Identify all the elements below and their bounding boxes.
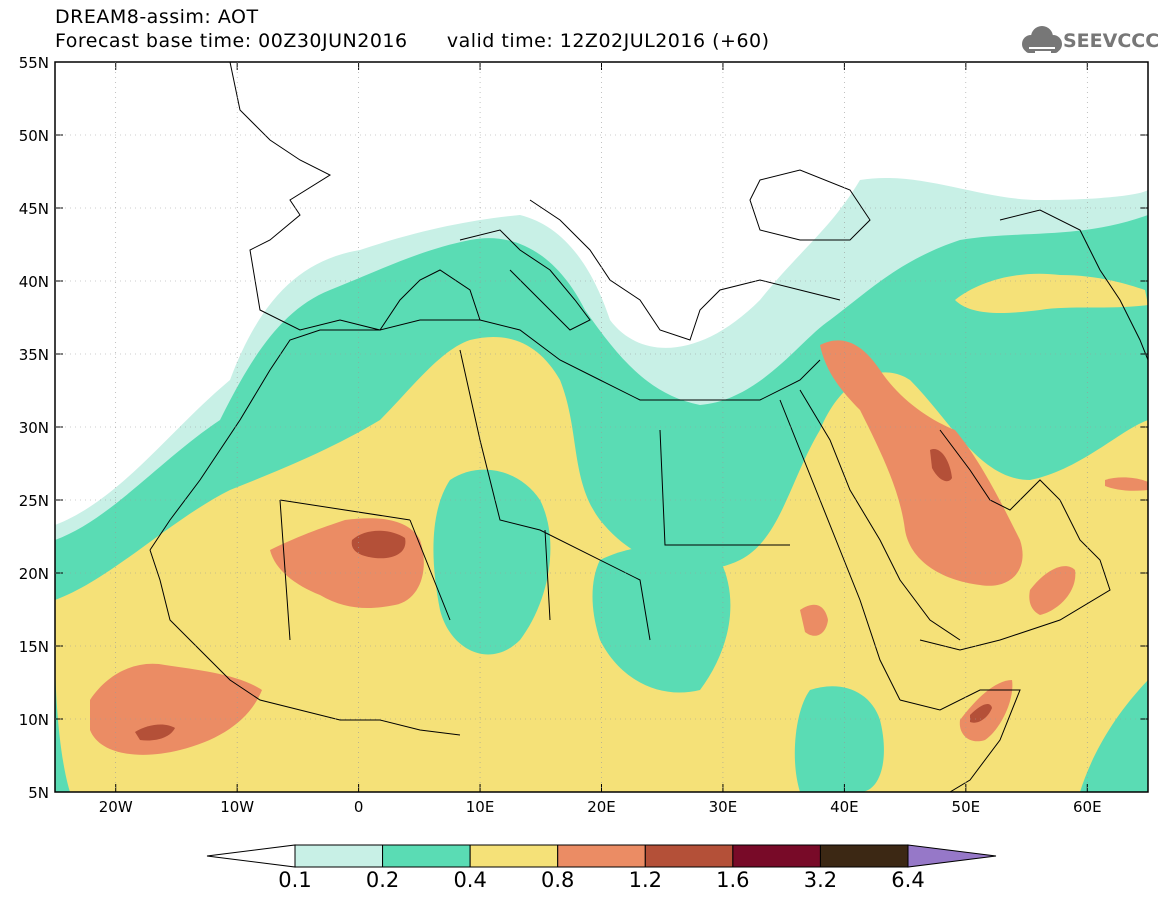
colorbar-level-label: 0.4	[453, 868, 487, 892]
lon-tick-label: 60E	[1073, 798, 1102, 816]
coast-caspian	[999, 209, 1148, 361]
aot-band-0.4-caspian	[955, 273, 1148, 313]
colorbar-swatch	[644, 844, 734, 868]
aot-band-1.2-guinea	[135, 724, 175, 741]
lat-tick-label: 55N	[19, 54, 49, 72]
longitude-axis: 20W 10W 0 10E 20E 30E 40E 50E 60E	[99, 62, 1102, 816]
lon-tick-label: 50E	[952, 798, 981, 816]
aot-band-0.2-sahara	[433, 469, 551, 655]
lat-tick-label: 25N	[19, 492, 49, 510]
colorbar-level-label: 3.2	[803, 868, 838, 892]
map-gridlines	[55, 62, 1148, 792]
lat-tick-label: 15N	[19, 638, 49, 656]
colorbar-low-arrow	[206, 844, 296, 868]
colorbar-swatch	[732, 844, 821, 868]
lat-tick-label: 40N	[19, 273, 49, 291]
colorbar-swatch	[557, 844, 646, 868]
forecast-base-time: Forecast base time: 00Z30JUN2016	[55, 30, 408, 52]
aot-band-1.2-mali	[351, 530, 406, 559]
lon-tick-label: 30E	[709, 798, 738, 816]
coast-balkans-greece	[529, 199, 841, 341]
colorbar-level-label: 1.6	[716, 868, 750, 892]
coastlines	[149, 62, 1148, 792]
lon-tick-label: 10E	[466, 798, 495, 816]
lat-tick-label: 10N	[19, 711, 49, 729]
colorbar-level-label: 0.2	[365, 868, 400, 892]
colorbar-swatch	[469, 844, 559, 868]
colorbar-high-arrow	[907, 844, 997, 868]
aot-band-0.8-spain	[1105, 477, 1148, 491]
aot-band-1.2-iraq	[930, 449, 952, 482]
colorbar-level-label: 0.1	[278, 868, 312, 892]
map-subtitle: Forecast base time: 00Z30JUN2016 valid t…	[55, 30, 770, 52]
colorbar-level-label: 1.2	[628, 868, 662, 892]
aot-band-1.2-somalia	[970, 704, 992, 723]
coast-red-sea	[779, 389, 961, 701]
lat-tick-label: 20N	[19, 565, 49, 583]
valid-time: valid time: 12Z02JUL2016 (+60)	[446, 30, 770, 52]
aot-band-0.2-sudan	[592, 546, 731, 693]
colorbar-swatch	[382, 844, 471, 868]
lon-tick-label: 20E	[587, 798, 616, 816]
coast-black-sea	[749, 169, 871, 241]
logo-text: SEEVCCC	[1063, 30, 1160, 52]
aot-contours	[55, 177, 1148, 792]
colorbar	[206, 844, 997, 868]
coast-italy	[459, 229, 591, 331]
map-title: DREAM8-assim: AOT	[55, 6, 259, 28]
lat-tick-label: 50N	[19, 127, 49, 145]
colorbar-level-label: 6.4	[891, 868, 925, 892]
aot-band-0.2-ethiopia	[794, 686, 884, 792]
colorbar-swatch	[294, 844, 384, 868]
aot-band-0.8-oman	[1029, 566, 1076, 615]
lon-tick-label: 40E	[830, 798, 859, 816]
latitude-axis: 55N 50N 45N 40N 35N 30N 25N 20N 15N 10N 5N	[19, 54, 1148, 802]
lat-tick-label: 35N	[19, 346, 49, 364]
coast-west-africa	[149, 549, 461, 736]
border-sahara-lines	[279, 349, 790, 641]
lat-tick-label: 5N	[28, 784, 49, 802]
coast-europe-atlantic	[229, 62, 481, 331]
lon-tick-label: 10W	[220, 798, 254, 816]
colorbar-swatch	[819, 844, 909, 868]
lat-tick-label: 45N	[19, 200, 49, 218]
aot-band-0.8-westafrica	[90, 663, 262, 755]
lon-tick-label: 0	[354, 798, 364, 816]
colorbar-level-label: 0.8	[541, 868, 575, 892]
coast-horn-africa	[899, 689, 1021, 792]
coast-north-africa	[149, 319, 821, 551]
aot-band-0.8-redsea	[800, 604, 828, 636]
lat-tick-label: 30N	[19, 419, 49, 437]
aot-band-0.8-arabia	[820, 340, 1023, 586]
cloud-icon	[1022, 26, 1062, 53]
lon-tick-label: 20W	[99, 798, 133, 816]
seevccc-logo	[1022, 26, 1062, 53]
